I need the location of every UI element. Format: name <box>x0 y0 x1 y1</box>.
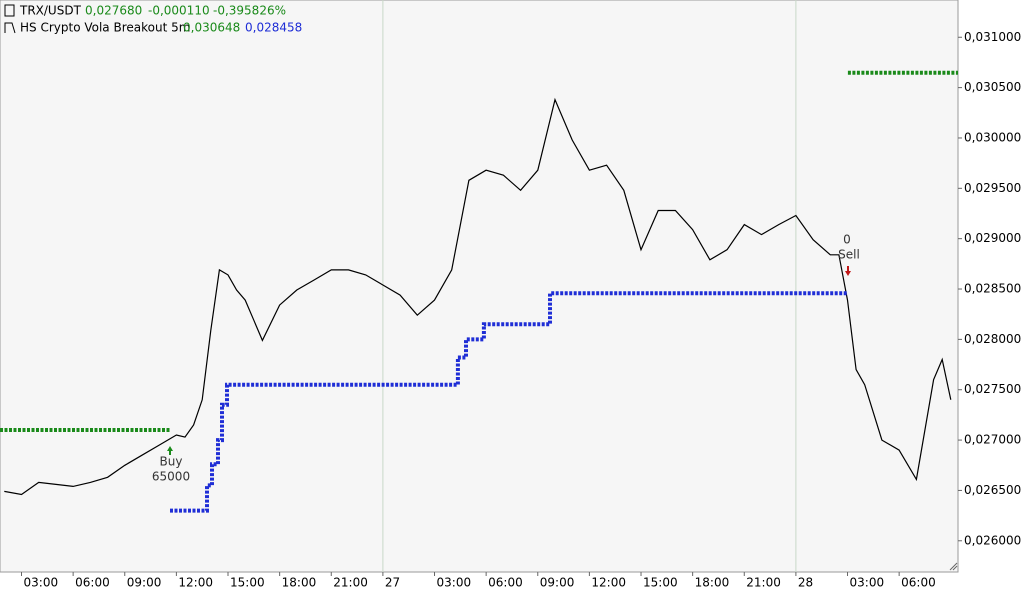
x-tick-label: 12:00 <box>591 576 626 590</box>
y-tick-label: 0,026000 <box>964 533 1021 547</box>
y-tick-label: 0,026500 <box>964 483 1021 497</box>
price-line <box>4 97 952 496</box>
x-tick-label: 03:00 <box>850 576 885 590</box>
marks <box>0 70 958 513</box>
grid <box>382 0 797 572</box>
x-tick-label: 28 <box>798 576 813 590</box>
sell-qty: 0 <box>843 233 851 247</box>
y-tick-label: 0,028500 <box>964 282 1021 296</box>
change-pct: -0,395826% <box>213 4 286 18</box>
x-tick-label: 18:00 <box>282 576 317 590</box>
axes: 0,026000 0,026500 0,027000 0,027500 0,028000… <box>21 30 1021 590</box>
y-tick-label: 0,027500 <box>964 382 1021 396</box>
y-tick-label: 0,027000 <box>964 433 1021 447</box>
buy-arrow <box>167 446 173 455</box>
x-tick-label: 15:00 <box>643 576 678 590</box>
y-tick-label: 0,029500 <box>964 181 1021 195</box>
x-tick-label: 15:00 <box>230 576 265 590</box>
buy-label: Buy <box>160 455 183 469</box>
sell-arrow <box>845 266 851 276</box>
x-tick-label: 21:00 <box>333 576 368 590</box>
x-tick-label: 27 <box>385 576 400 590</box>
x-tick-label: 12:00 <box>178 576 213 590</box>
buy-qty: 65000 <box>152 470 190 484</box>
x-tick-label: 09:00 <box>127 576 162 590</box>
y-tick-label: 0,030500 <box>964 80 1021 94</box>
change: -0,000110 <box>148 4 210 18</box>
y-tick-label: 0,029000 <box>964 231 1021 245</box>
x-tick-label: 03:00 <box>437 576 472 590</box>
indicator-name: HS Crypto Vola Breakout 5m <box>20 21 190 35</box>
x-tick-label: 06:00 <box>75 576 110 590</box>
indicator-line <box>170 291 848 513</box>
x-tick-label: 09:00 <box>540 576 575 590</box>
resize-grip <box>949 562 958 571</box>
x-tick-label: 03:00 <box>24 576 59 590</box>
x-tick-label: 06:00 <box>488 576 523 590</box>
icon <box>4 22 16 34</box>
x-tick-label: 18:00 <box>695 576 730 590</box>
indicator-upper: 0,030648 <box>183 21 240 35</box>
indicator-lower: 0,028458 <box>245 21 302 35</box>
y-tick-label: 0,028000 <box>964 332 1021 346</box>
y-tick-label: 0,030000 <box>964 130 1021 144</box>
icon <box>4 4 15 17</box>
sell-label: Sell <box>838 248 860 262</box>
symbol: TRX/USDT <box>19 4 82 18</box>
x-tick-label: 21:00 <box>746 576 781 590</box>
y-tick-label: 0,031000 <box>964 30 1021 44</box>
plot-area <box>0 0 959 573</box>
x-tick-label: 06:00 <box>901 576 936 590</box>
last-price: 0,027680 <box>85 4 142 18</box>
